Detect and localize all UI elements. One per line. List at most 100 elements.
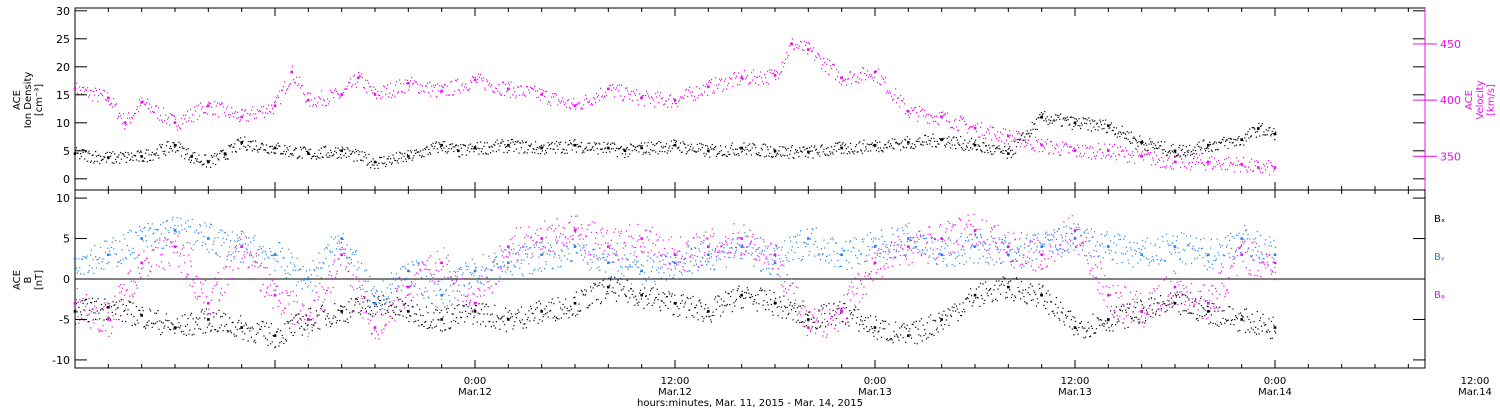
bx-series-sample xyxy=(108,303,110,305)
density-series-sample xyxy=(736,148,738,150)
bx-series-sample xyxy=(654,299,656,301)
density-series-point xyxy=(1140,141,1143,144)
bx-series-sample xyxy=(133,315,135,318)
velocity-series-sample xyxy=(1003,128,1005,130)
velocity-series-sample xyxy=(891,95,893,97)
bx-series-sample xyxy=(852,314,854,316)
bx-series-sample xyxy=(1262,313,1264,315)
velocity-series-sample xyxy=(269,111,271,113)
velocity-series-sample xyxy=(465,83,467,85)
bx-series-sample xyxy=(1015,296,1017,299)
density-series-sample xyxy=(1112,129,1114,131)
bx-series-sample xyxy=(122,303,124,306)
density-series-sample xyxy=(621,153,623,155)
by-series-sample xyxy=(348,257,350,259)
bx-series-sample xyxy=(350,316,352,318)
bx-series-sample xyxy=(898,339,900,341)
density-series-sample xyxy=(655,151,657,153)
velocity-series-sample xyxy=(844,80,846,82)
bx-series-sample xyxy=(450,327,452,329)
bx-series-sample xyxy=(1140,300,1143,303)
bx-series-sample xyxy=(1234,319,1236,321)
density-series-sample xyxy=(868,144,870,146)
bx-series-sample xyxy=(1226,319,1228,322)
velocity-series-sample xyxy=(1163,160,1165,162)
velocity-series-sample xyxy=(1063,146,1065,148)
by-series-sample xyxy=(225,238,228,240)
bx-series-sample xyxy=(1121,310,1123,312)
velocity-series-sample xyxy=(1030,144,1032,146)
velocity-series-sample xyxy=(382,96,384,98)
velocity-series-sample xyxy=(545,90,547,93)
y-tick-label: 15 xyxy=(56,89,70,102)
density-series-point xyxy=(507,143,510,147)
by-series-sample xyxy=(494,252,496,254)
bx-series-point xyxy=(1273,326,1277,329)
density-series-sample xyxy=(81,148,83,151)
velocity-series-sample xyxy=(789,45,791,47)
bx-series-sample xyxy=(574,296,576,298)
velocity-series-sample xyxy=(706,83,708,85)
velocity-series-sample xyxy=(1017,133,1019,135)
velocity-series-sample xyxy=(1147,153,1149,155)
density-series-sample xyxy=(616,155,618,158)
by-series-sample xyxy=(169,246,171,248)
density-series-sample xyxy=(186,153,188,155)
density-series-sample xyxy=(581,152,583,154)
bx-series-sample xyxy=(826,320,828,323)
by-series-sample xyxy=(83,273,85,275)
bx-series-sample xyxy=(1026,303,1028,305)
velocity-series-sample xyxy=(1055,148,1057,150)
bx-series-sample xyxy=(299,327,301,329)
velocity-series-sample xyxy=(894,94,896,96)
velocity-series-sample xyxy=(386,87,388,90)
bx-series-sample xyxy=(239,328,241,330)
density-series-sample xyxy=(862,143,864,145)
velocity-series-sample xyxy=(428,92,430,94)
by-series-sample xyxy=(194,231,196,233)
velocity-series-sample xyxy=(948,121,950,123)
density-series-sample xyxy=(159,144,161,146)
density-series-sample xyxy=(269,146,271,148)
by-series-sample xyxy=(253,239,255,241)
velocity-series-sample xyxy=(494,91,496,93)
velocity-series-sample xyxy=(1072,150,1074,152)
velocity-series-sample xyxy=(980,126,982,128)
density-series-sample xyxy=(234,143,236,145)
bx-series-sample xyxy=(939,317,941,319)
velocity-series-sample xyxy=(1169,155,1171,157)
density-series-sample xyxy=(1006,157,1008,159)
bx-series-sample xyxy=(945,314,947,316)
density-series-sample xyxy=(409,157,411,159)
density-axis-title-line: [cm⁻³] xyxy=(34,84,45,116)
bx-series-sample xyxy=(242,338,244,341)
density-series-sample xyxy=(858,142,860,144)
bx-series-sample xyxy=(622,288,624,290)
density-series-sample xyxy=(1177,153,1179,155)
velocity-series-sample xyxy=(505,83,507,85)
by-series-sample xyxy=(215,252,217,254)
velocity-series-sample xyxy=(320,98,322,100)
density-series-sample xyxy=(417,151,419,153)
density-series-sample xyxy=(107,158,109,160)
bx-series-sample xyxy=(1255,333,1258,335)
density-series-sample xyxy=(217,158,219,160)
bx-series-sample xyxy=(1229,306,1231,308)
bx-series-sample xyxy=(189,329,191,331)
density-series-sample xyxy=(414,149,416,152)
density-series-sample xyxy=(345,156,348,158)
bx-series-sample xyxy=(159,320,161,322)
density-series-sample xyxy=(702,144,704,146)
bx-series-sample xyxy=(1073,334,1075,336)
bx-series-sample xyxy=(298,313,300,315)
velocity-series-sample xyxy=(486,79,488,81)
bx-series-sample xyxy=(226,330,228,332)
bx-series-sample xyxy=(801,321,803,323)
density-series-sample xyxy=(406,153,408,156)
by-series-sample xyxy=(540,248,542,250)
bx-series-sample xyxy=(966,296,968,299)
density-series-sample xyxy=(1228,137,1230,140)
velocity-series-sample xyxy=(204,112,206,114)
density-series-sample xyxy=(265,149,267,151)
density-series-sample xyxy=(487,153,489,155)
